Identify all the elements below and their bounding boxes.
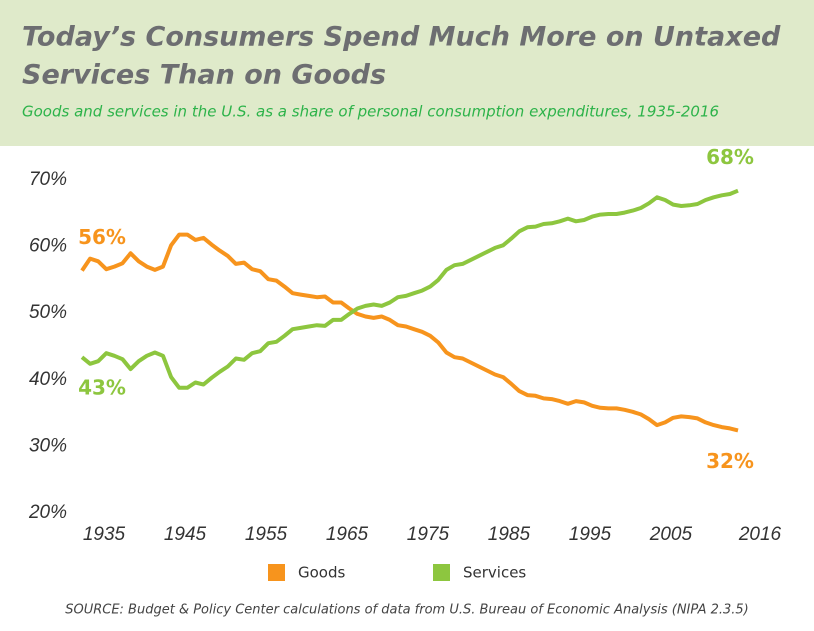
data-label: 43% <box>78 376 126 400</box>
x-tick-label: 1945 <box>164 524 207 545</box>
legend-label: Services <box>463 564 526 582</box>
legend-label: Goods <box>298 564 345 582</box>
data-label: 56% <box>78 225 126 249</box>
y-tick-label: 20% <box>28 502 67 523</box>
series-line <box>80 232 739 433</box>
legend-swatch <box>268 564 285 581</box>
x-tick-label: 2016 <box>738 524 782 545</box>
chart-title: Services Than on Goods <box>22 60 386 91</box>
data-label: 68% <box>706 145 754 169</box>
y-tick-label: 60% <box>29 236 67 257</box>
source-note: SOURCE: Budget & Policy Center calculati… <box>65 603 749 618</box>
legend-swatch <box>433 564 450 581</box>
chart-subtitle: Goods and services in the U.S. as a shar… <box>22 103 719 121</box>
x-tick-label: 1975 <box>407 524 450 545</box>
data-label: 32% <box>706 449 754 473</box>
x-tick-label: 1965 <box>326 524 369 545</box>
x-tick-label: 1995 <box>569 524 612 545</box>
y-tick-label: 50% <box>29 302 67 323</box>
x-tick-label: 1985 <box>488 524 531 545</box>
header-band <box>0 0 814 146</box>
chart-title: Today’s Consumers Spend Much More on Unt… <box>22 22 781 53</box>
x-tick-label: 1935 <box>83 524 126 545</box>
y-tick-label: 30% <box>29 435 67 456</box>
x-tick-label: 1955 <box>245 524 288 545</box>
x-tick-label: 2005 <box>649 524 693 545</box>
y-tick-label: 70% <box>29 169 67 190</box>
series-line <box>80 188 739 390</box>
y-tick-label: 40% <box>29 369 67 390</box>
